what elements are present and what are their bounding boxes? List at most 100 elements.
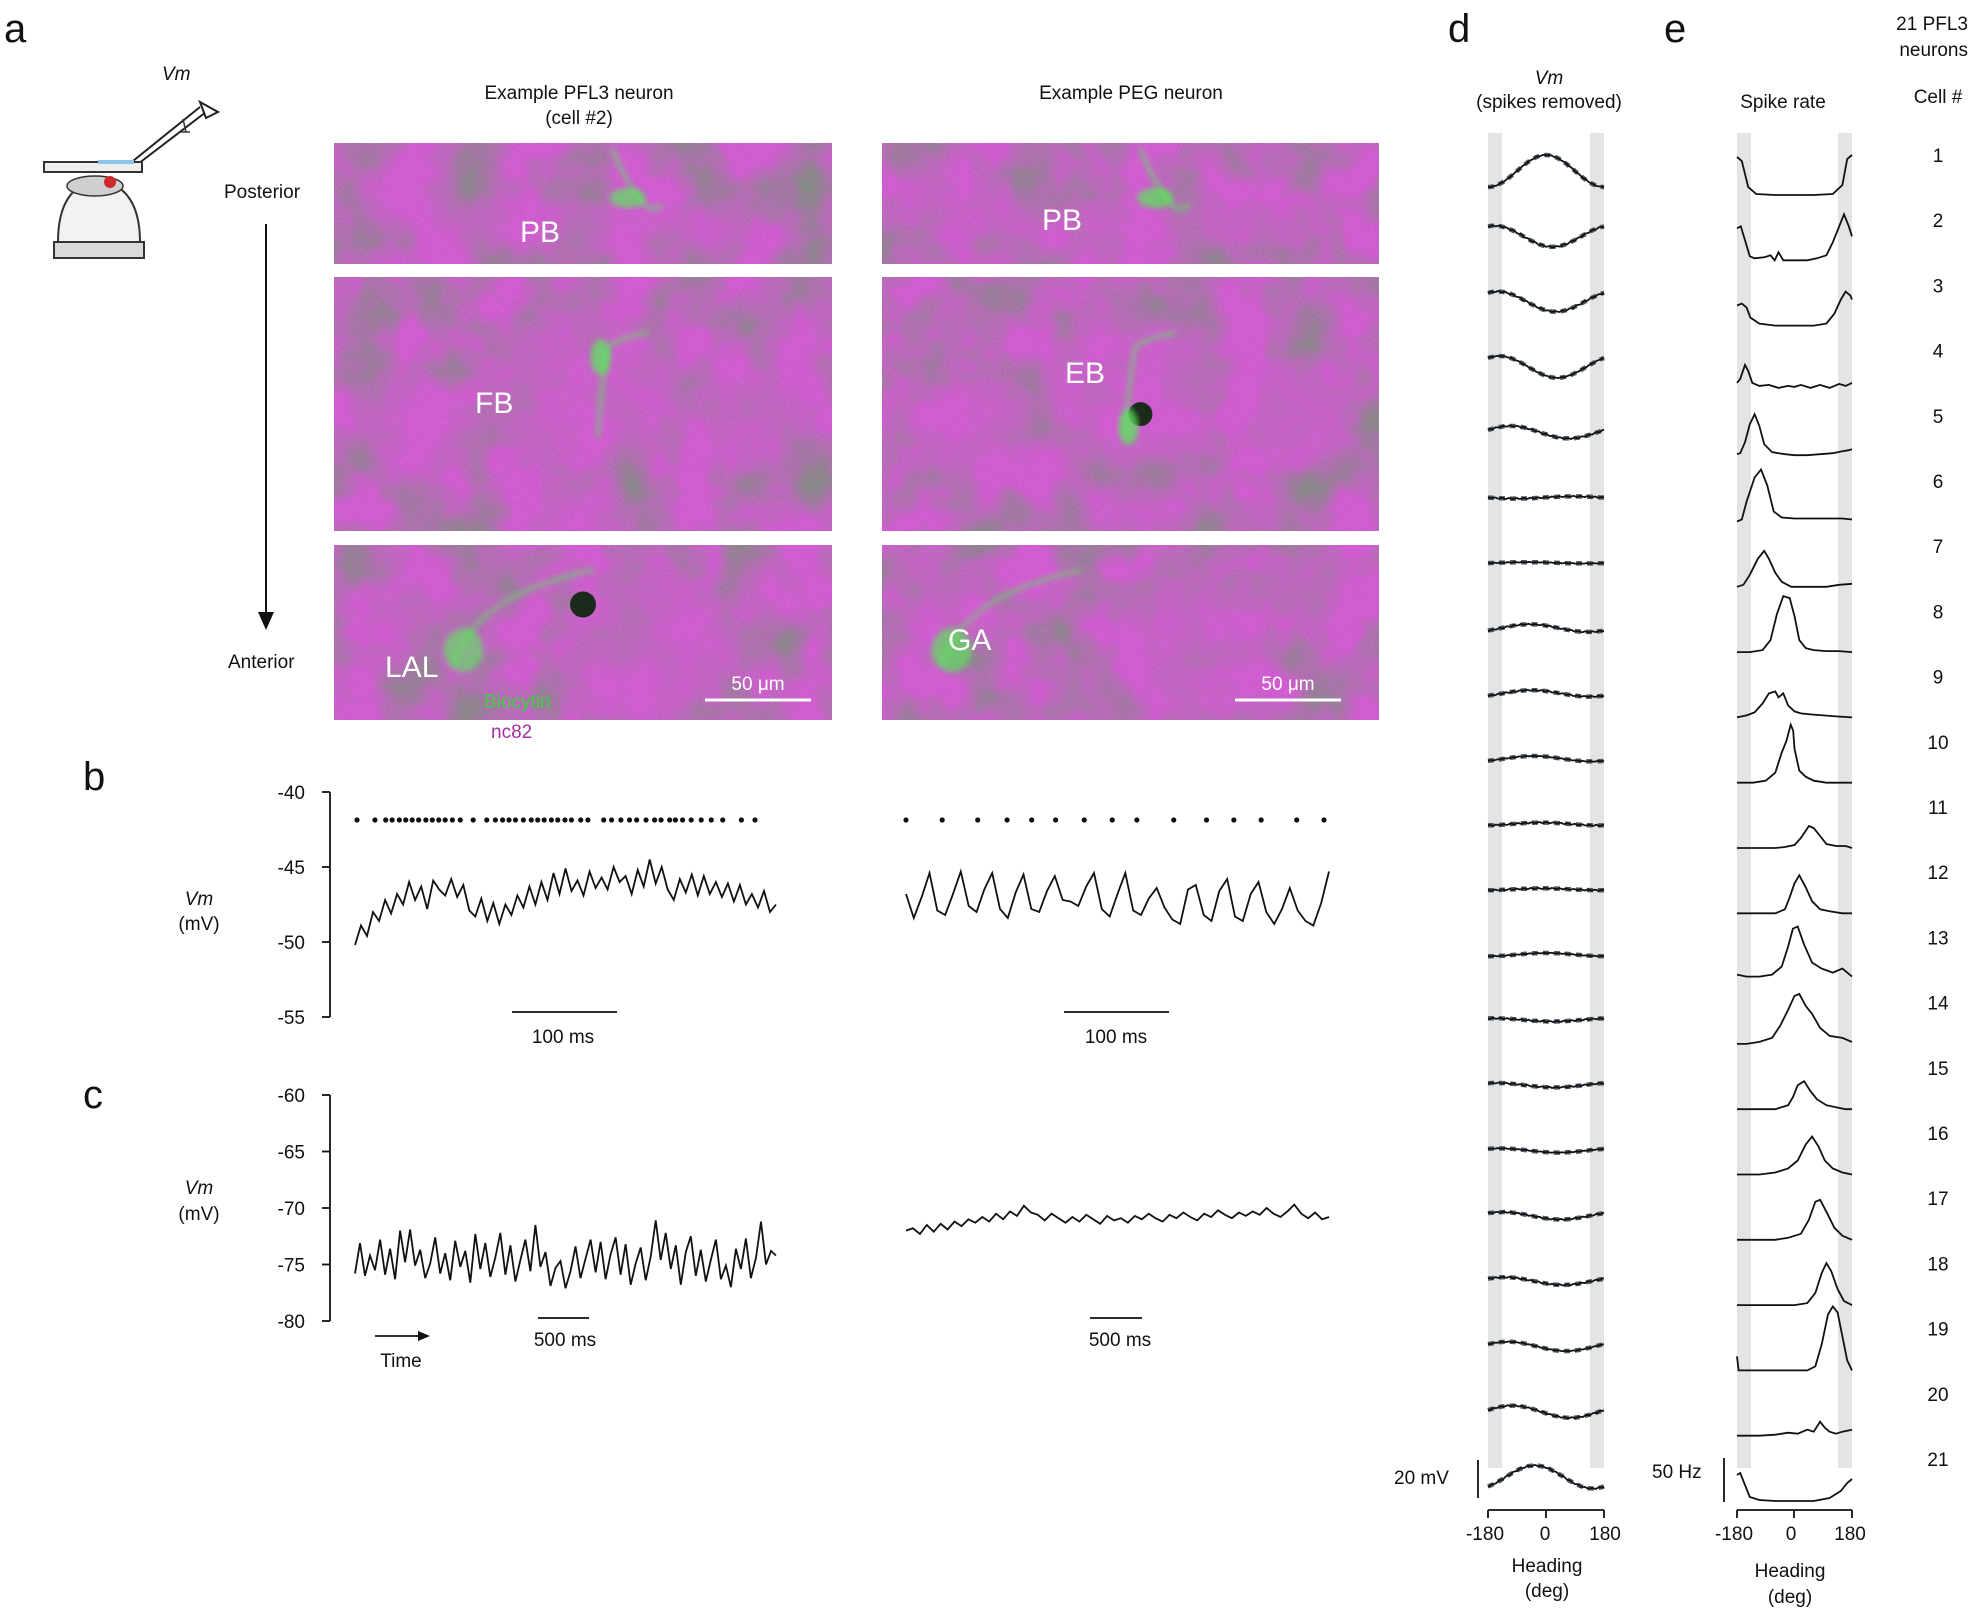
d-vm-curve [1487, 494, 1605, 501]
recording-rig-illustration: Vm [43, 64, 221, 259]
spike-dot [512, 817, 519, 823]
e-scalebar-label: 50 Hz [1652, 1462, 1702, 1483]
d-vm-curve [1487, 224, 1605, 249]
cell-number: 13 [1927, 928, 1948, 949]
cell-number: 3 [1933, 276, 1944, 297]
spike-dot [535, 817, 541, 823]
micrograph-peg-3: GA 50 μm [882, 545, 1379, 720]
region-label-pb: PB [1042, 204, 1082, 237]
spike-dot [528, 817, 534, 823]
cell-number: 20 [1927, 1385, 1948, 1406]
e-rate-curve [1737, 594, 1853, 653]
d-xtick-0: 0 [1540, 1524, 1551, 1545]
region-label-lal: LAL [385, 651, 438, 684]
spike-dot [634, 817, 640, 823]
d-xunit: (deg) [1525, 1581, 1569, 1602]
c-right-trace [905, 1203, 1330, 1236]
spike-dot [752, 817, 758, 823]
spike-dot [470, 817, 476, 823]
spike-dot [618, 817, 624, 823]
spike-dot [457, 817, 463, 823]
y-tick-label: -75 [278, 1256, 305, 1277]
spike-dot [698, 817, 704, 823]
b-y-axis: -40 -45 -50 -55 [278, 783, 331, 1029]
spike-dot [1171, 817, 1177, 823]
e-rate-curve [1737, 992, 1853, 1045]
e-rate-curve [1736, 1471, 1853, 1502]
e-xtick-neg180: -180 [1715, 1524, 1753, 1545]
cell-number: 11 [1928, 798, 1948, 819]
d-vm-curve [1487, 688, 1605, 699]
panel-letter-c: c [83, 1073, 103, 1117]
peg-title: Example PEG neuron [1039, 83, 1223, 104]
spike-dot [652, 817, 658, 823]
micrograph-pfl3-2: FB [334, 277, 832, 531]
d-vm-curve [1487, 1016, 1605, 1024]
c-left-trace [354, 1220, 777, 1289]
e-rate-curve [1736, 411, 1853, 457]
d-vm-curve [1487, 754, 1605, 763]
y-tick-label: -60 [278, 1086, 305, 1107]
e-rate-curve [1736, 290, 1853, 327]
e-shade-right [1838, 133, 1852, 1468]
e-shade-left [1737, 133, 1751, 1468]
spike-dot [409, 817, 415, 823]
d-vm-curve [1487, 1404, 1604, 1420]
spike-dot [1294, 817, 1300, 823]
spike-dot [562, 817, 568, 823]
e-rate-curve [1737, 1198, 1853, 1241]
spike-dot [688, 817, 694, 823]
d-xtick-neg180: -180 [1466, 1524, 1504, 1545]
cell-number: 8 [1933, 602, 1944, 623]
cell-number: 15 [1927, 1059, 1948, 1080]
spike-dot [738, 817, 744, 823]
spike-dot [389, 817, 395, 823]
panel-letter-e: e [1664, 7, 1686, 51]
spike-dot [416, 817, 422, 823]
spike-dot [372, 817, 378, 823]
spike-dot [449, 817, 455, 823]
e-rate-curve [1737, 1420, 1853, 1437]
d-scalebar-label: 20 mV [1394, 1468, 1449, 1489]
e-rate-curve [1737, 721, 1852, 784]
d-vm-curve [1487, 1463, 1605, 1490]
d-xlabel: Heading [1512, 1556, 1583, 1577]
d-vm-curve [1487, 886, 1605, 892]
spike-dot [667, 817, 673, 823]
region-label-fb: FB [475, 387, 513, 420]
cell-number: 12 [1927, 863, 1948, 884]
spike-dot [643, 817, 649, 823]
d-vm-curve [1487, 1081, 1605, 1089]
spike-dot [429, 817, 435, 823]
e-rate-curve [1737, 1261, 1853, 1306]
spike-dot [608, 817, 615, 823]
spike-dot [1134, 817, 1140, 823]
d-vm-curve [1487, 1275, 1604, 1287]
b-ylabel-unit: (mV) [178, 914, 219, 935]
stain-biocytin-label: Biocytin [484, 692, 551, 713]
pfl3-title: Example PFL3 neuron [484, 83, 673, 104]
panel-letter-d: d [1448, 7, 1470, 51]
d-fit-curve [1487, 1339, 1605, 1354]
e-rate-curve [1736, 362, 1853, 389]
spike-dot [720, 817, 726, 823]
cell-number: 16 [1927, 1124, 1948, 1145]
spike-dot [499, 817, 506, 823]
spike-dot [1203, 817, 1210, 823]
spike-dot [354, 817, 360, 823]
d-vm-curve [1487, 424, 1605, 440]
e-rate-curve [1736, 925, 1853, 978]
spike-dot [492, 817, 499, 823]
spike-dot [555, 817, 561, 823]
spike-dot [383, 817, 389, 823]
e-xlabel: Heading [1755, 1561, 1826, 1582]
e-rate-curve [1737, 1134, 1853, 1176]
d-vm-curve [1487, 1147, 1605, 1154]
c-left-scalebar-label: 500 ms [534, 1330, 596, 1351]
y-tick-label: -50 [278, 933, 305, 954]
e-rate-curve [1736, 211, 1853, 262]
spike-dot [436, 817, 442, 823]
posterior-label: Posterior [224, 182, 301, 203]
e-xunit: (deg) [1768, 1587, 1812, 1608]
